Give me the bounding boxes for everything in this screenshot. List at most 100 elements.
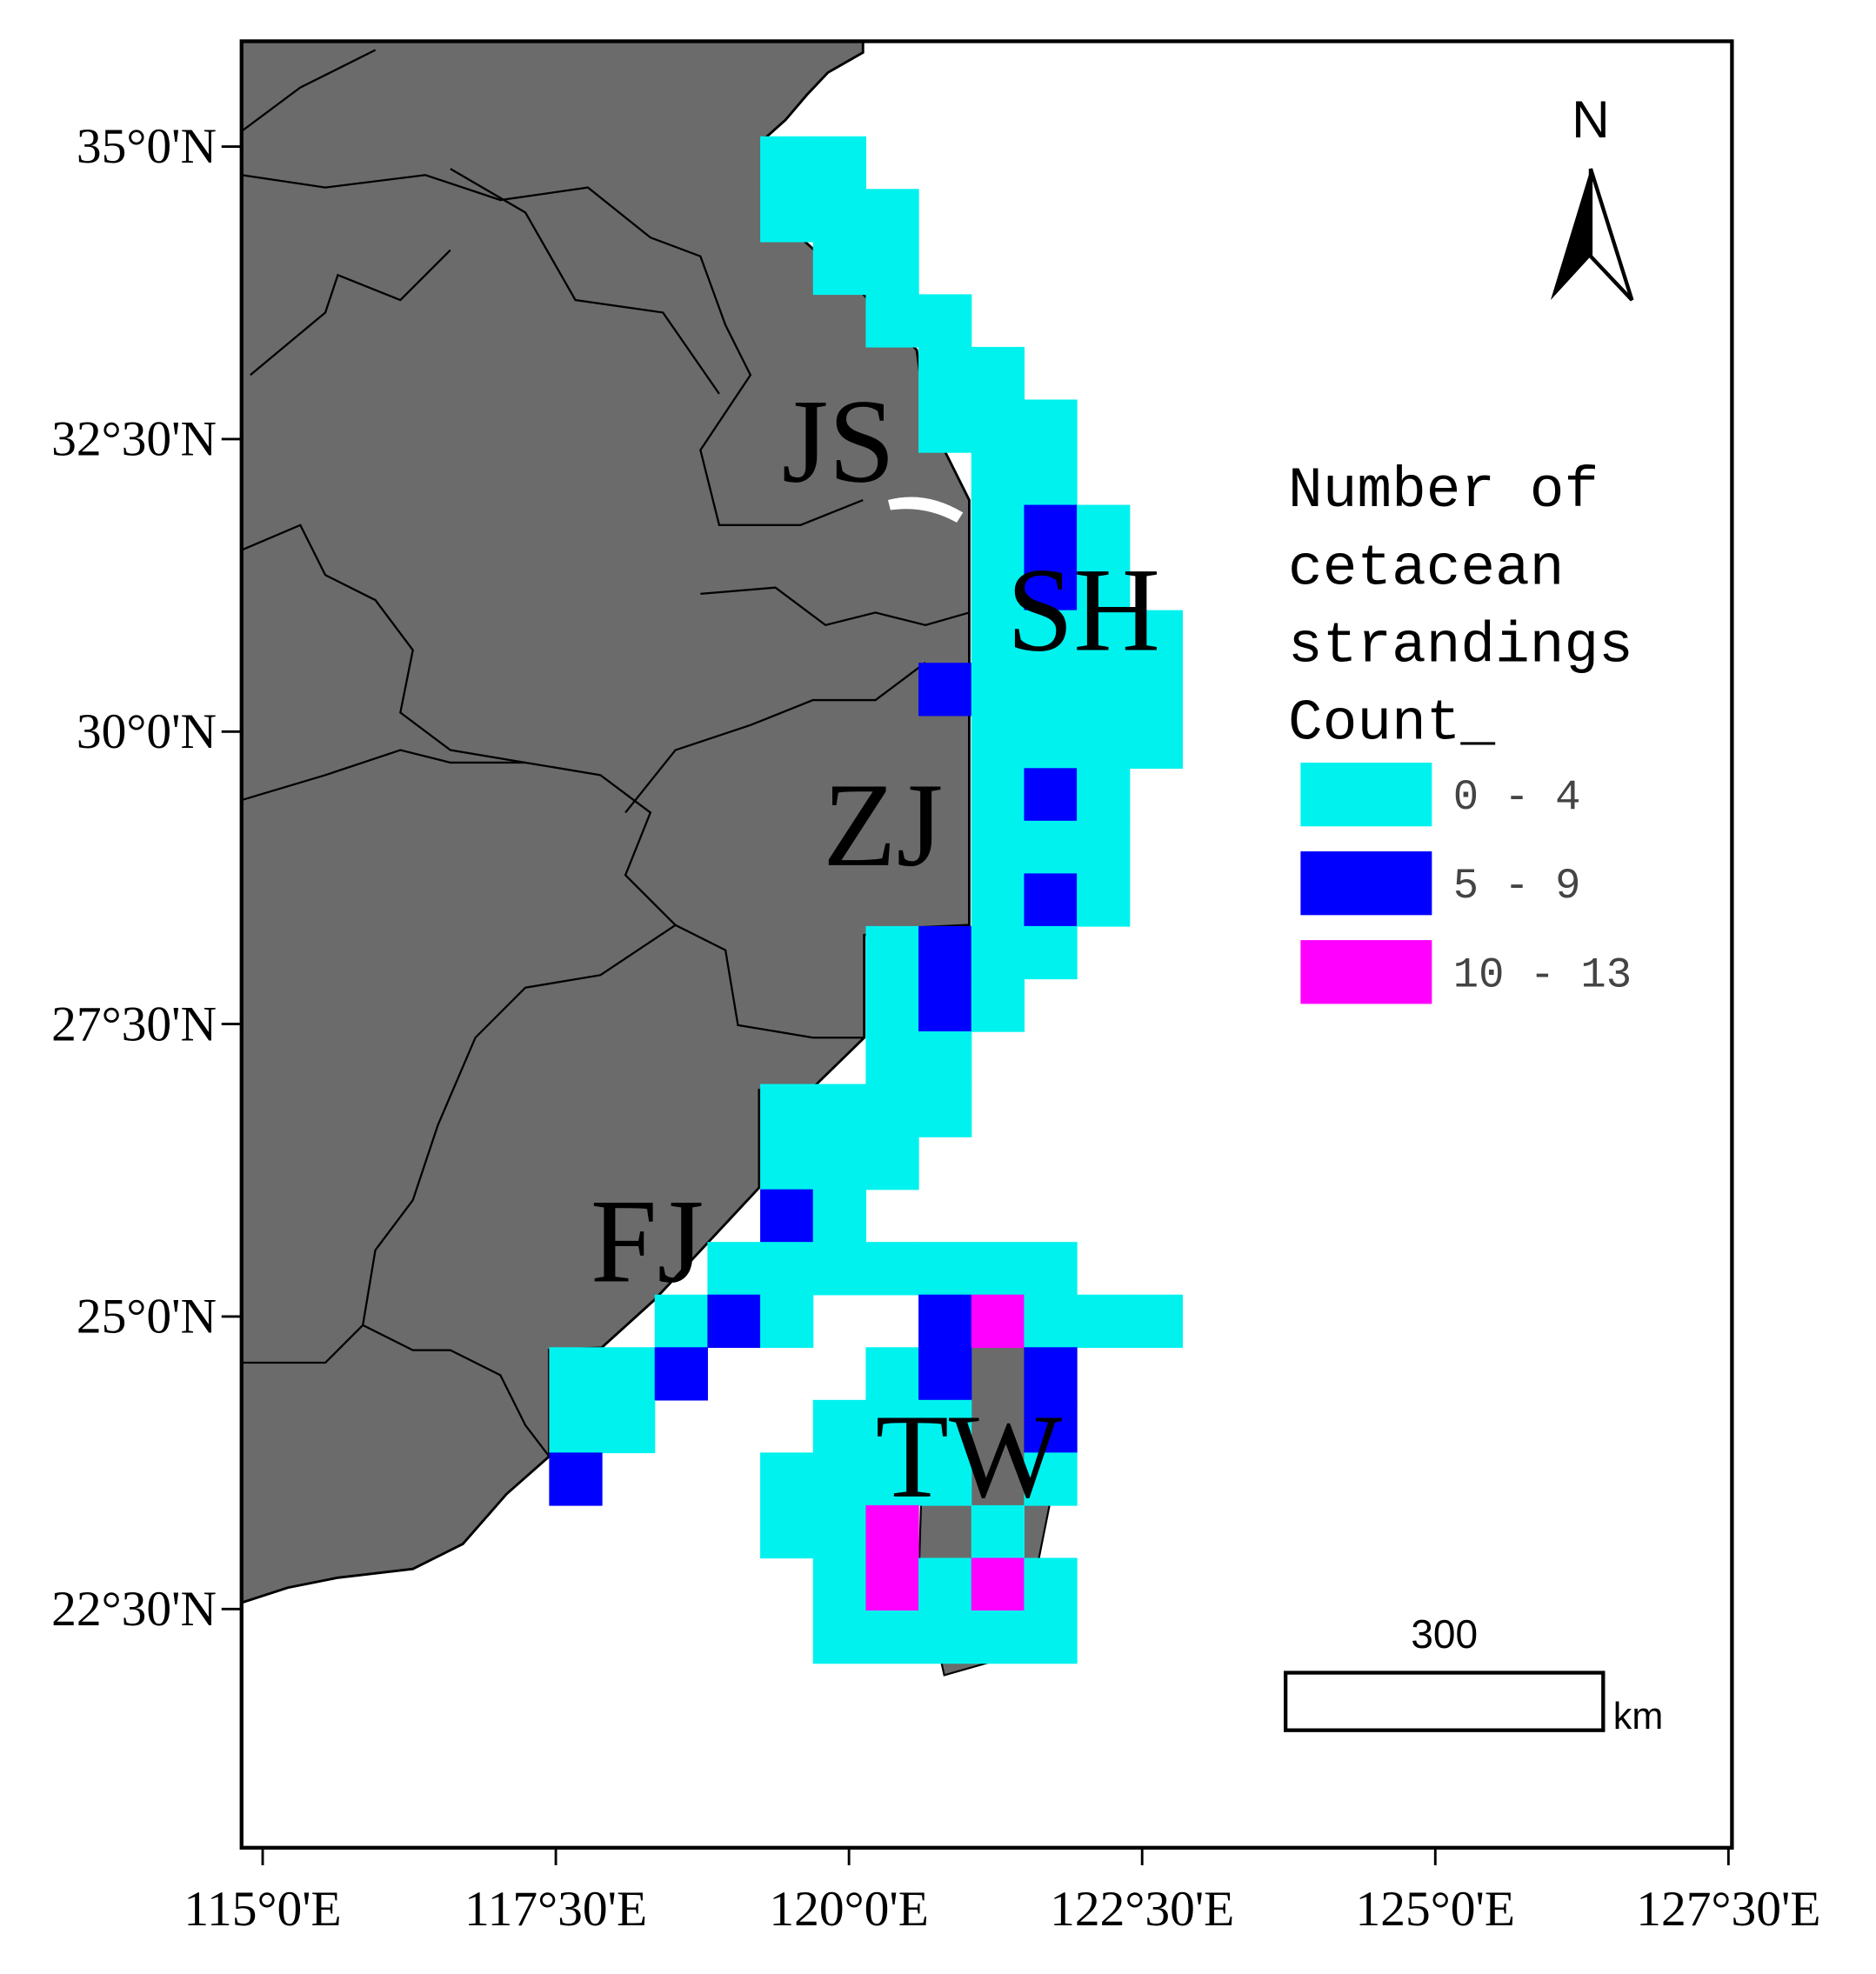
grid-cell [1024,925,1078,980]
grid-cell [602,1347,656,1401]
grid-cell [760,136,814,190]
x-tick-label: 127°30'E [1636,1882,1820,1937]
grid-cell [1024,557,1078,611]
grid-cell [602,1399,656,1454]
grid-cell [971,768,1025,822]
grid-cell [865,294,919,348]
grid-cell [971,663,1025,717]
north-arrow: N [1550,90,1634,302]
x-tick-label: 122°30'E [1050,1882,1234,1937]
grid-cell [865,1557,919,1611]
grid-cell [865,1611,919,1664]
grid-cell [812,1242,866,1296]
y-tick-label: 25°0'N [77,1290,217,1344]
grid-cell [918,1347,972,1401]
legend-title: strandings [1288,614,1633,679]
grid-cell [865,1031,919,1085]
grid-cell [760,1189,814,1243]
region-label: JS [782,374,895,507]
grid-cell [549,1347,603,1401]
grid-cell [918,1242,972,1296]
north-arrow-left [1550,169,1591,301]
grid-cell [971,557,1025,611]
grid-cell [1024,873,1078,927]
cells [549,136,1184,1664]
grid-cell [812,136,866,190]
region-label: TW [876,1390,1063,1523]
grid-cell [549,1452,603,1506]
grid-cell [1077,1294,1131,1348]
grid-cell [918,1452,972,1506]
y-tick-label: 35°0'N [77,119,217,174]
mainland [240,40,971,1605]
grid-cell [971,399,1025,453]
grid-cell [1024,768,1078,822]
grid-cell [971,978,1025,1032]
grid-cell [707,1242,761,1296]
grid-cell [918,1084,972,1137]
y-tick-label: 22°30'N [51,1582,217,1637]
grid-cell [918,1557,972,1611]
grid-cell [1024,1399,1078,1454]
grid-cell [971,1242,1025,1296]
grid-cell [865,1084,919,1137]
grid-cell [918,663,972,717]
legend-label: 0 - 4 [1453,773,1581,822]
legend-swatch [1300,940,1432,1004]
grid-cell [760,189,814,243]
legend-swatch [1300,762,1432,827]
grid-cell [654,1347,708,1401]
grid-cell [1024,452,1078,506]
grid-cell [918,1399,972,1454]
grid-cell [865,1137,919,1190]
legend-swatch [1300,851,1432,916]
grid-cell [1024,504,1078,558]
grid-cell [1077,557,1131,611]
grid-cell [1024,1452,1078,1506]
y-tick-label: 32°30'N [51,412,217,467]
grid-cell [918,1031,972,1085]
region-label: SH [1007,544,1160,677]
legend-title: cetacean [1288,536,1564,601]
grid-cell [1024,820,1078,875]
grid-cell [918,1611,972,1664]
grid-cell [971,820,1025,875]
grid-cell [1129,715,1184,769]
grid-cell [865,189,919,243]
grid-cell [971,873,1025,927]
north-arrow-right [1588,168,1634,302]
grid-cell [812,1084,866,1137]
scale-label: 300 [1411,1611,1478,1657]
grid-cell [760,1084,814,1137]
grid-cell [707,1294,761,1348]
grid-cell [971,925,1025,980]
grid-cell [812,1399,866,1454]
legend-label: 5 - 9 [1453,862,1581,910]
grid-cell [1024,1242,1078,1296]
grid-cell [1024,663,1078,717]
grid-cell [812,189,866,243]
grid-cell [1024,1294,1078,1348]
grid-cell [971,1294,1025,1348]
grid-cell [1024,715,1078,769]
grid-cell [971,1611,1025,1664]
grid-cell [812,1189,866,1243]
grid-cell [865,1242,919,1296]
grid-cell [1129,610,1184,664]
grid-cell [1077,504,1131,558]
y-tick-label: 30°0'N [77,704,217,759]
grid-cell [918,346,972,401]
grid-cell [1024,1611,1078,1664]
x-tick-label: 115°0'E [184,1882,341,1937]
grid-cell [812,1452,866,1506]
x-tick-label: 117°30'E [464,1882,647,1937]
estuary [887,497,964,523]
region-label: FJ [591,1175,704,1308]
grid-cell [865,1452,919,1506]
grid-cell [971,346,1025,401]
grid-cell [971,1557,1025,1611]
grid-cell [760,1452,814,1506]
grid-cell [971,452,1025,506]
region-label: ZJ [823,758,943,891]
